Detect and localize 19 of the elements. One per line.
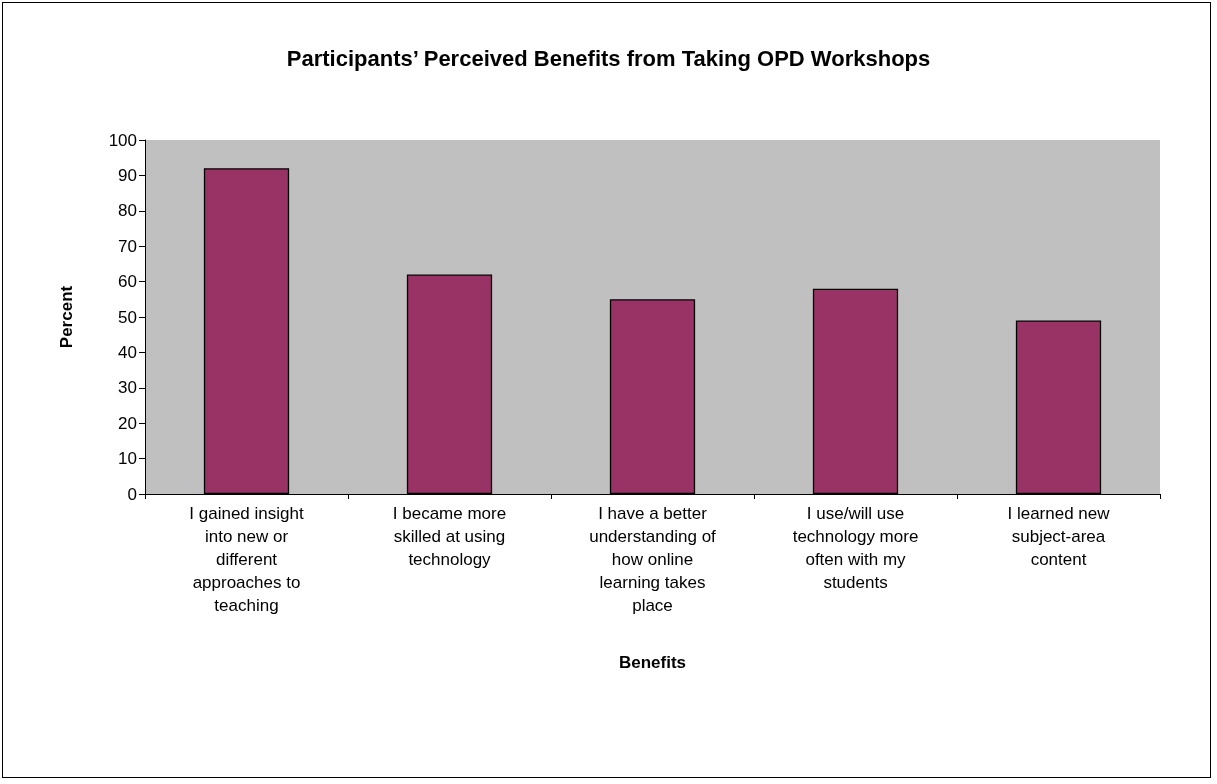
y-tick-label: 100 (108, 130, 137, 150)
y-tick-label: 50 (118, 307, 137, 327)
y-tick-label: 10 (118, 449, 137, 469)
y-tick-label: 30 (118, 378, 137, 398)
y-tick-label: 60 (118, 272, 137, 292)
x-axis-title: Benefits (618, 653, 687, 672)
chart-title: Participants’ Perceived Benefits from Taking OPD Workshops (286, 45, 931, 71)
y-tick-label: 0 (127, 484, 137, 504)
x-tick-label: I learned new subject-area content (1007, 504, 1111, 569)
y-tick-label: 70 (118, 236, 137, 256)
x-tick-label: I use/will use technology more often with my students (792, 504, 919, 592)
x-tick-label: I have a better understanding of how online learning takes place (589, 504, 717, 615)
y-axis-title: Percent (57, 285, 76, 349)
y-tick-label: 40 (118, 342, 137, 362)
x-tick-label: I became more skilled at using technology (392, 504, 507, 569)
y-tick-label: 90 (118, 165, 137, 185)
y-tick-label: 20 (118, 413, 137, 433)
y-tick-label: 80 (118, 201, 137, 221)
x-tick-label: I gained insight into new or different approaches to teaching (189, 504, 304, 615)
